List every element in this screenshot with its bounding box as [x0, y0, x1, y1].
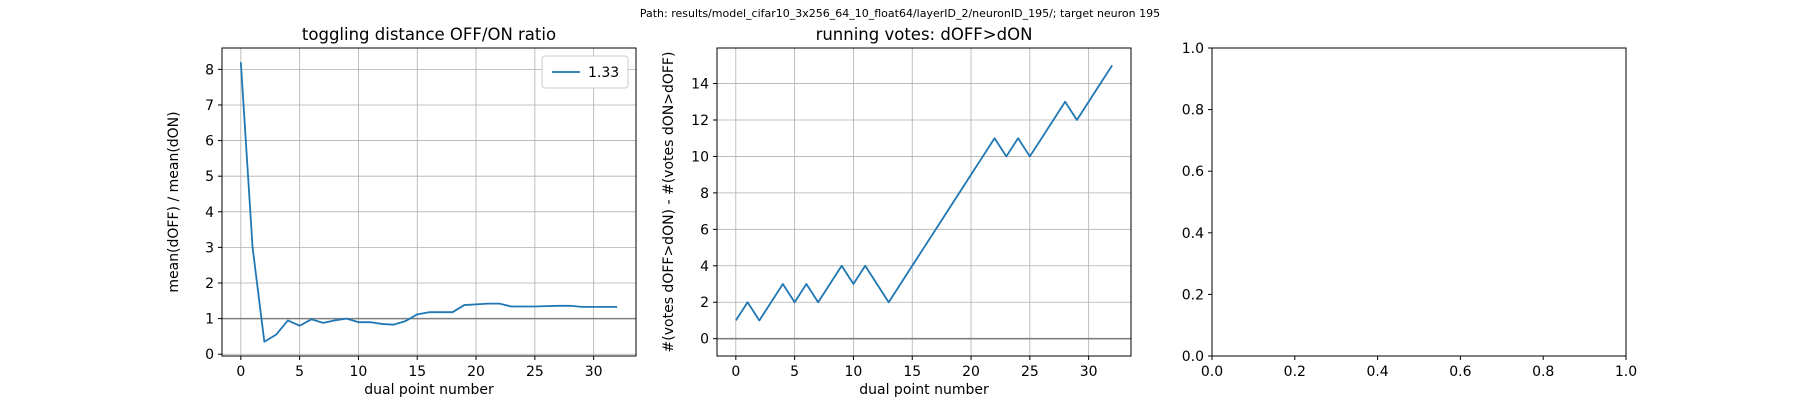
y-axis-label: #(votes dOFF>dON) - #(votes dON>dOFF) [661, 52, 677, 353]
axes-frame [221, 47, 637, 357]
series-line [735, 64, 1113, 322]
x-tick-label: 5 [295, 364, 304, 380]
x-tick-label: 0.6 [1449, 364, 1471, 380]
y-tick-label: 10 [691, 149, 709, 165]
x-tick-label: 0 [236, 364, 245, 380]
x-tick-label: 0.8 [1532, 364, 1554, 380]
x-tick-label: 30 [1080, 364, 1098, 380]
y-tick-label: 0.0 [1182, 349, 1204, 365]
y-tick-label: 0 [205, 347, 214, 363]
y-tick-label: 8 [700, 186, 709, 202]
y-tick-label: 7 [205, 98, 214, 114]
x-tick-label: 5 [790, 364, 799, 380]
plot-area [717, 48, 1131, 356]
y-tick-label: 6 [700, 222, 709, 238]
y-tick-label: 3 [205, 240, 214, 256]
x-tick-label: 25 [1021, 364, 1039, 380]
y-tick-label: 2 [700, 295, 709, 311]
chart-title: toggling distance OFF/ON ratio [302, 25, 556, 44]
y-tick-label: 2 [205, 276, 214, 292]
x-tick-label: 1.0 [1615, 364, 1637, 380]
y-tick-label: 1 [205, 312, 214, 328]
y-tick-label: 1.0 [1182, 41, 1204, 57]
x-axis-label: dual point number [364, 382, 494, 398]
y-tick-label: 12 [691, 113, 709, 129]
legend-label: 1.33 [588, 65, 619, 81]
x-tick-label: 20 [962, 364, 980, 380]
x-tick-label: 0.4 [1366, 364, 1388, 380]
x-tick-label: 0.2 [1284, 364, 1306, 380]
x-tick-label: 10 [350, 364, 368, 380]
x-axis-label: dual point number [859, 382, 989, 398]
x-tick-label: 0 [731, 364, 740, 380]
legend: 1.33 [541, 55, 629, 89]
x-tick-label: 15 [408, 364, 426, 380]
y-tick-label: 0.4 [1182, 226, 1204, 242]
y-tick-label: 5 [205, 169, 214, 185]
axes-frame [716, 47, 1132, 357]
y-tick-label: 0 [700, 332, 709, 348]
x-tick-label: 0.0 [1201, 364, 1223, 380]
y-axis-label: mean(dOFF) / mean(dON) [166, 111, 182, 292]
y-tick-label: 4 [700, 259, 709, 275]
y-tick-label: 0.6 [1182, 164, 1204, 180]
x-tick-label: 20 [467, 364, 485, 380]
y-tick-label: 0.2 [1182, 287, 1204, 303]
plot-area [222, 48, 636, 356]
x-tick-label: 15 [903, 364, 921, 380]
y-tick-label: 0.8 [1182, 103, 1204, 119]
chart-title: running votes: dOFF>dON [816, 25, 1033, 44]
chart-toggling-distance-ratio: 0 5 10 15 20 25 30 0 1 2 3 4 5 6 7 8 toggling distance O… [166, 25, 637, 398]
plot-area [1212, 48, 1626, 356]
y-tick-label: 4 [205, 205, 214, 221]
chart-running-votes: 0 5 10 15 20 25 30 0 2 4 6 8 10 12 14 running votes: dO… [661, 25, 1132, 398]
x-tick-label: 30 [585, 364, 603, 380]
x-tick-label: 10 [845, 364, 863, 380]
axes-frame [1211, 47, 1627, 357]
y-tick-label: 14 [691, 77, 709, 93]
chart-empty-axes: 0.0 0.2 0.4 0.6 0.8 1.0 0.0 0.2 0.4 0.6 0.8 1.0 [1182, 41, 1637, 380]
figure-suptitle: Path: results/model_cifar10_3x256_64_10_… [640, 7, 1160, 20]
y-tick-label: 8 [205, 62, 214, 78]
series-line [239, 62, 618, 343]
x-tick-label: 25 [526, 364, 544, 380]
legend-box [541, 55, 629, 89]
y-tick-label: 6 [205, 134, 214, 150]
